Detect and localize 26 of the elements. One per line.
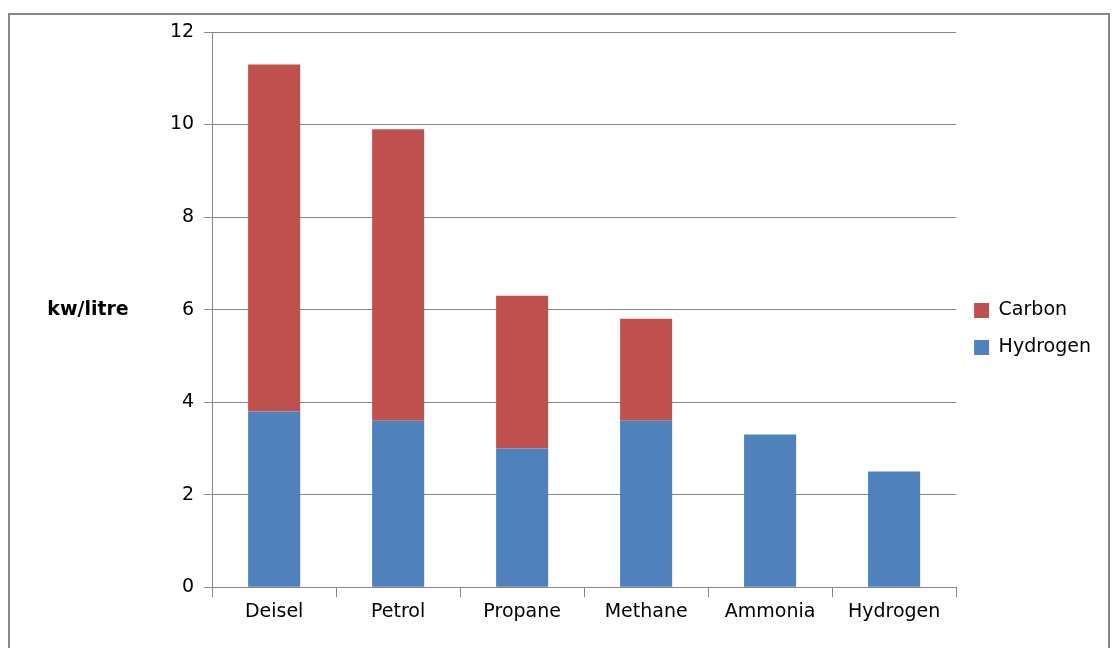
y-tick-label: 4 xyxy=(182,389,195,412)
legend-label: Carbon xyxy=(998,297,1068,320)
y-tick-label: 6 xyxy=(182,296,195,319)
x-tick-label: Methane xyxy=(604,598,688,621)
x-tick-label: Ammonia xyxy=(724,598,816,621)
y-axis-title: kw/litre xyxy=(47,296,129,319)
y-tick-label: 12 xyxy=(169,18,195,41)
x-tick-label: Deisel xyxy=(244,598,304,621)
x-tick-label: Hydrogen xyxy=(847,598,941,621)
legend-label: Hydrogen xyxy=(998,334,1091,357)
bar xyxy=(372,420,425,587)
x-tick-label: Propane xyxy=(483,598,561,621)
bar xyxy=(868,471,921,587)
bar xyxy=(620,318,673,421)
y-tick-label: 10 xyxy=(169,111,195,134)
bar xyxy=(248,64,301,412)
x-tick-label: Petrol xyxy=(371,598,426,621)
bar xyxy=(372,129,425,421)
y-tick-label: 2 xyxy=(182,481,195,504)
y-tick-label: 0 xyxy=(182,574,195,597)
bar xyxy=(248,411,301,587)
bar xyxy=(496,448,549,587)
bar xyxy=(744,434,797,587)
bar xyxy=(620,420,673,587)
bar xyxy=(496,295,549,449)
y-tick-label: 8 xyxy=(182,204,195,226)
